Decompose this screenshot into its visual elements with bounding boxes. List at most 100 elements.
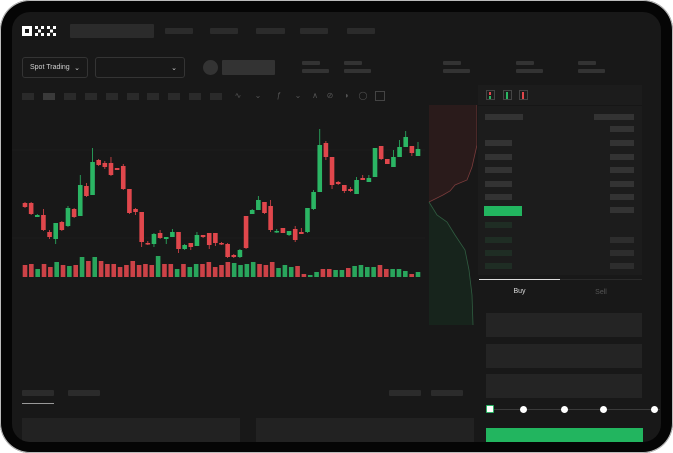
candle-body: [409, 146, 415, 153]
candle-body: [219, 243, 224, 245]
spot-trading-select[interactable]: Spot Trading ⌄: [22, 57, 88, 78]
nav-item[interactable]: [256, 28, 285, 34]
volume-bar: [307, 275, 313, 277]
candle-body: [176, 232, 181, 249]
total-input[interactable]: [486, 374, 642, 398]
bid-amount: [610, 237, 634, 243]
price-chart[interactable]: [12, 105, 478, 375]
candle-body: [102, 163, 108, 167]
amount-input[interactable]: [486, 344, 642, 368]
candle-body: [96, 160, 101, 165]
search-input[interactable]: [70, 24, 154, 38]
candle-body: [194, 235, 200, 246]
volume-bar: [339, 270, 345, 277]
volume-bar: [396, 269, 402, 277]
price-input[interactable]: [486, 313, 642, 337]
candle-body: [384, 159, 390, 164]
leverage-slider-track[interactable]: [490, 409, 660, 410]
volume-bar: [231, 263, 237, 277]
interval-button[interactable]: [85, 93, 97, 100]
fx-icon[interactable]: ƒ: [276, 91, 282, 100]
ask-amount: [610, 181, 634, 187]
candle-body: [213, 233, 218, 243]
tab-buy[interactable]: Buy: [513, 288, 526, 295]
candle-body: [237, 250, 243, 257]
ruler-icon[interactable]: ⊘: [326, 91, 334, 100]
book-asks-icon[interactable]: [519, 90, 528, 100]
tab-order-history[interactable]: [68, 390, 100, 396]
candle-body: [243, 216, 249, 248]
interval-button[interactable]: [147, 93, 159, 100]
book-bids-icon[interactable]: [503, 90, 512, 100]
volume-bar: [117, 267, 123, 277]
filter-button[interactable]: [431, 390, 463, 396]
fullscreen-icon[interactable]: [375, 91, 385, 101]
ask-amount: [610, 126, 634, 132]
candle-body: [127, 189, 132, 213]
slider-step-75[interactable]: [600, 406, 607, 413]
nav-item[interactable]: [347, 28, 375, 34]
interval-button[interactable]: [189, 93, 201, 100]
candle-body: [317, 145, 323, 192]
ask-amount: [610, 167, 634, 173]
nav-item[interactable]: [165, 28, 193, 34]
book-both-icon[interactable]: [486, 90, 495, 100]
interval-button[interactable]: [43, 93, 55, 100]
bid-price: [485, 263, 512, 269]
volume-bar: [314, 272, 319, 277]
volume-bar: [67, 266, 72, 277]
volume-bar: [41, 264, 47, 277]
ask-amount: [610, 207, 634, 213]
volume-bar: [282, 265, 288, 277]
volume-bar: [326, 269, 332, 277]
candle-body: [145, 243, 151, 245]
camera-icon[interactable]: ◑: [343, 91, 349, 100]
slider-step-50[interactable]: [561, 406, 568, 413]
volume-bar: [250, 262, 256, 277]
chart-type-icon[interactable]: ⌄: [254, 91, 262, 100]
candle-body: [415, 149, 421, 156]
volume-bar: [403, 271, 408, 277]
ask-price: [485, 167, 512, 173]
volume-bar: [130, 261, 136, 277]
volume-bar: [333, 270, 338, 277]
candle-body: [163, 237, 169, 239]
bid-price: [485, 250, 512, 256]
volume-bar: [79, 257, 85, 277]
volume-bar: [301, 274, 307, 277]
settings-icon[interactable]: ◯: [358, 91, 368, 100]
interval-button[interactable]: [210, 93, 222, 100]
buy-button[interactable]: [486, 428, 643, 442]
filter-button[interactable]: [389, 390, 421, 396]
ask-amount: [610, 154, 634, 160]
bid-price: [485, 237, 512, 243]
volume-bar: [187, 267, 193, 277]
slider-step-100[interactable]: [651, 406, 658, 413]
volume-bar: [377, 265, 383, 277]
interval-button[interactable]: [64, 93, 76, 100]
volume-bar: [35, 269, 40, 277]
interval-button[interactable]: [106, 93, 118, 100]
nav-item[interactable]: [300, 28, 328, 34]
chevron-icon[interactable]: ⌄: [294, 91, 302, 100]
okx-logo[interactable]: [22, 26, 60, 36]
indicator-icon[interactable]: ∿: [234, 91, 242, 100]
slider-handle[interactable]: [486, 405, 494, 413]
interval-button[interactable]: [127, 93, 139, 100]
interval-button[interactable]: [168, 93, 180, 100]
pair-select[interactable]: ⌄: [95, 57, 185, 78]
slider-step-25[interactable]: [520, 406, 527, 413]
volume-bar: [276, 268, 281, 277]
tab-open-orders[interactable]: [22, 390, 54, 396]
buy-tab-underline: [479, 279, 560, 280]
nav-item[interactable]: [210, 28, 238, 34]
line-tool-icon[interactable]: ∧: [312, 91, 318, 100]
tab-sell[interactable]: Sell: [595, 289, 607, 296]
last-price: [484, 206, 522, 216]
volume-bar: [263, 265, 269, 277]
depth-chart: [428, 105, 477, 325]
volume-bar: [320, 269, 326, 277]
bid-price: [485, 222, 512, 228]
volume-bar: [111, 264, 117, 277]
interval-button[interactable]: [22, 93, 34, 100]
